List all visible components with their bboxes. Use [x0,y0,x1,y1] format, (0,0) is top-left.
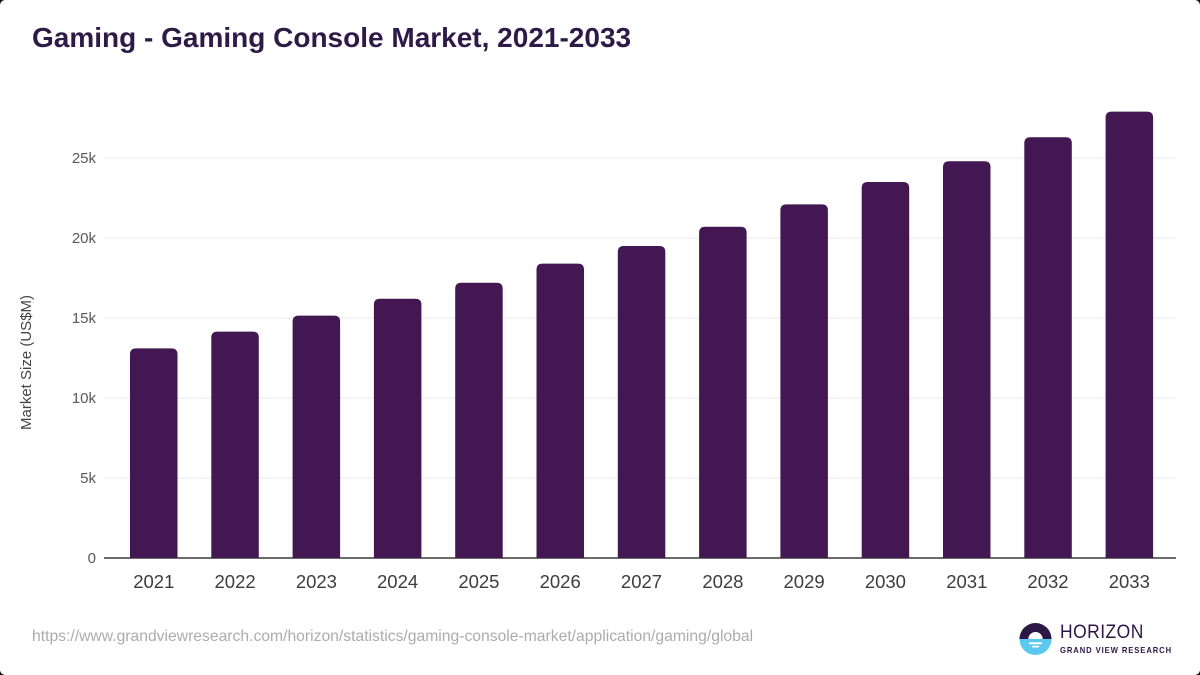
svg-text:2028: 2028 [702,571,743,592]
svg-text:2025: 2025 [458,571,499,592]
svg-text:2030: 2030 [865,571,906,592]
svg-text:0: 0 [88,550,96,567]
svg-text:15k: 15k [72,310,97,327]
svg-text:2024: 2024 [377,571,418,592]
svg-text:2033: 2033 [1109,571,1150,592]
svg-text:2029: 2029 [784,571,825,592]
svg-text:2021: 2021 [133,571,174,592]
svg-text:2026: 2026 [540,571,581,592]
svg-text:2022: 2022 [215,571,256,592]
svg-text:25k: 25k [72,150,97,167]
svg-text:20k: 20k [72,230,97,247]
svg-text:5k: 5k [80,470,96,487]
svg-text:2023: 2023 [296,571,337,592]
svg-text:10k: 10k [72,390,97,407]
svg-text:2027: 2027 [621,571,662,592]
svg-text:2031: 2031 [946,571,987,592]
svg-text:2032: 2032 [1027,571,1068,592]
